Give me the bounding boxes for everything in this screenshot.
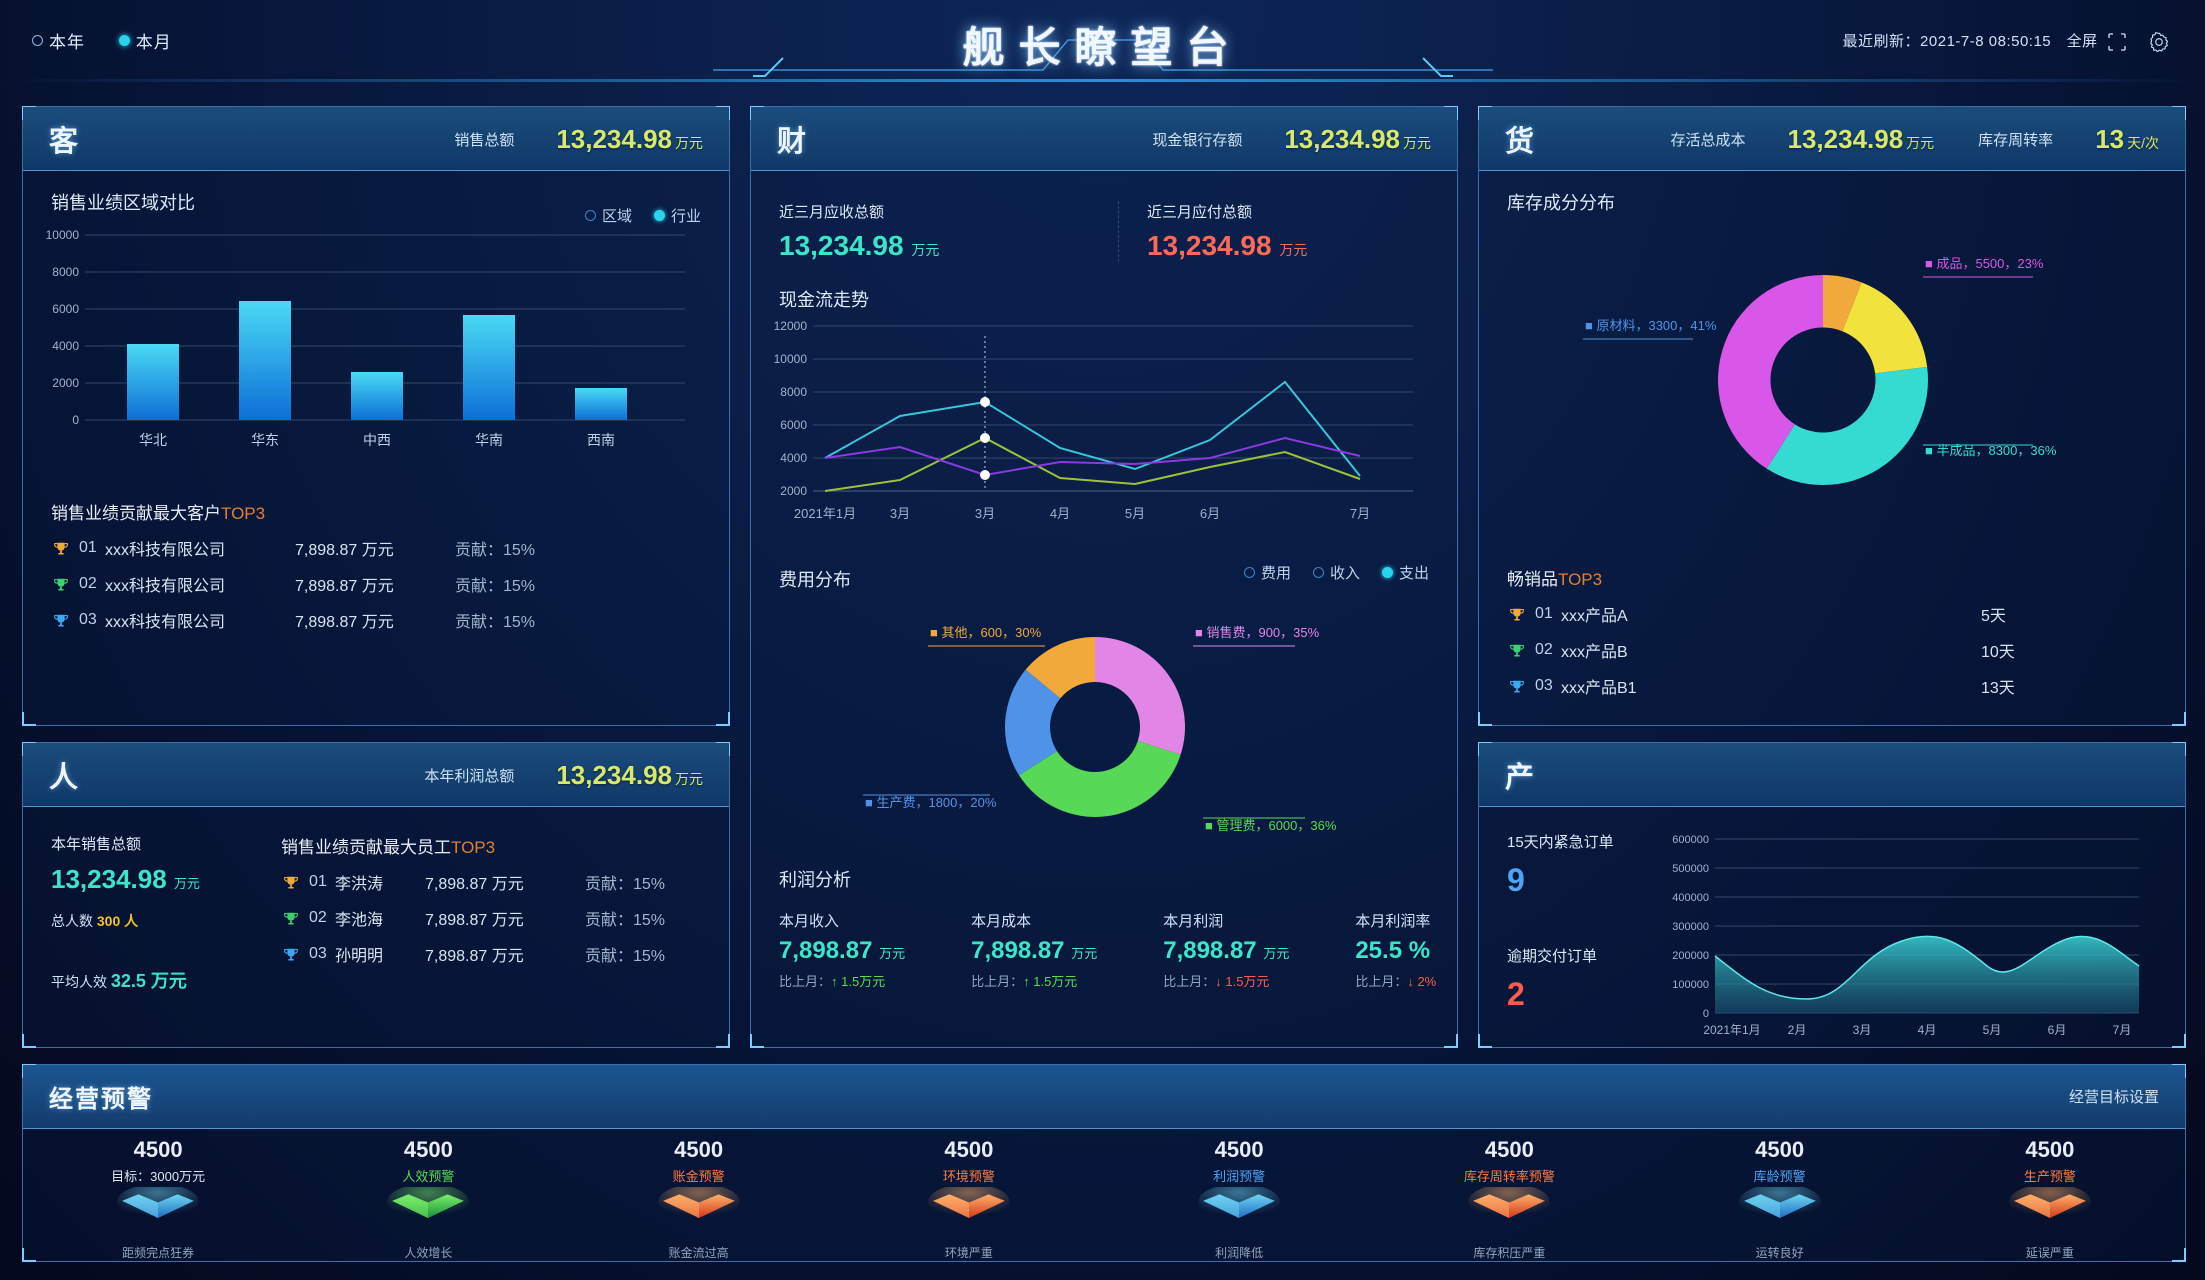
svg-text:5月: 5月 (1125, 506, 1145, 521)
svg-text:4月: 4月 (1050, 506, 1070, 521)
svg-text:2021年1月: 2021年1月 (794, 506, 856, 521)
svg-text:6000: 6000 (52, 302, 79, 316)
svg-text:2021年1月: 2021年1月 (1703, 1023, 1760, 1037)
svg-text:4月: 4月 (1918, 1023, 1937, 1037)
svg-text:2000: 2000 (52, 376, 79, 390)
svg-text:4000: 4000 (780, 451, 807, 465)
svg-text:■ 其他，600，30%: ■ 其他，600，30% (930, 625, 1042, 640)
svg-text:300000: 300000 (1672, 921, 1709, 933)
svg-text:6月: 6月 (2048, 1023, 2067, 1037)
svg-text:■ 销售费，900，35%: ■ 销售费，900，35% (1195, 625, 1320, 640)
svg-text:200000: 200000 (1672, 950, 1709, 962)
svg-text:10000: 10000 (46, 228, 80, 242)
svg-text:100000: 100000 (1672, 979, 1709, 991)
svg-text:6000: 6000 (780, 418, 807, 432)
svg-text:4000: 4000 (52, 339, 79, 353)
svg-text:■ 原材料，3300，41%: ■ 原材料，3300，41% (1585, 318, 1717, 333)
svg-text:600000: 600000 (1672, 834, 1709, 846)
svg-text:12000: 12000 (774, 319, 808, 333)
svg-text:华南: 华南 (475, 432, 503, 448)
svg-text:0: 0 (1703, 1008, 1709, 1020)
svg-text:2月: 2月 (1788, 1023, 1807, 1037)
svg-text:3月: 3月 (1853, 1023, 1872, 1037)
svg-text:400000: 400000 (1672, 892, 1709, 904)
svg-text:3月: 3月 (890, 506, 910, 521)
svg-text:华北: 华北 (139, 432, 167, 448)
svg-text:8000: 8000 (780, 385, 807, 399)
svg-text:6月: 6月 (1200, 506, 1220, 521)
svg-text:3月: 3月 (975, 506, 995, 521)
svg-text:■ 管理费，6000，36%: ■ 管理费，6000，36% (1205, 818, 1337, 833)
svg-text:华东: 华东 (251, 432, 279, 448)
svg-text:中西: 中西 (363, 432, 391, 448)
svg-text:10000: 10000 (774, 352, 808, 366)
svg-text:500000: 500000 (1672, 863, 1709, 875)
svg-text:7月: 7月 (1350, 506, 1370, 521)
svg-text:2000: 2000 (780, 484, 807, 498)
svg-text:7月: 7月 (2113, 1023, 2132, 1037)
svg-text:0: 0 (72, 413, 79, 427)
svg-text:■ 成品，5500，23%: ■ 成品，5500，23% (1925, 256, 2044, 271)
svg-text:■ 生产费，1800，20%: ■ 生产费，1800，20% (865, 795, 997, 810)
svg-text:西南: 西南 (587, 432, 615, 448)
svg-text:5月: 5月 (1983, 1023, 2002, 1037)
svg-text:8000: 8000 (52, 265, 79, 279)
